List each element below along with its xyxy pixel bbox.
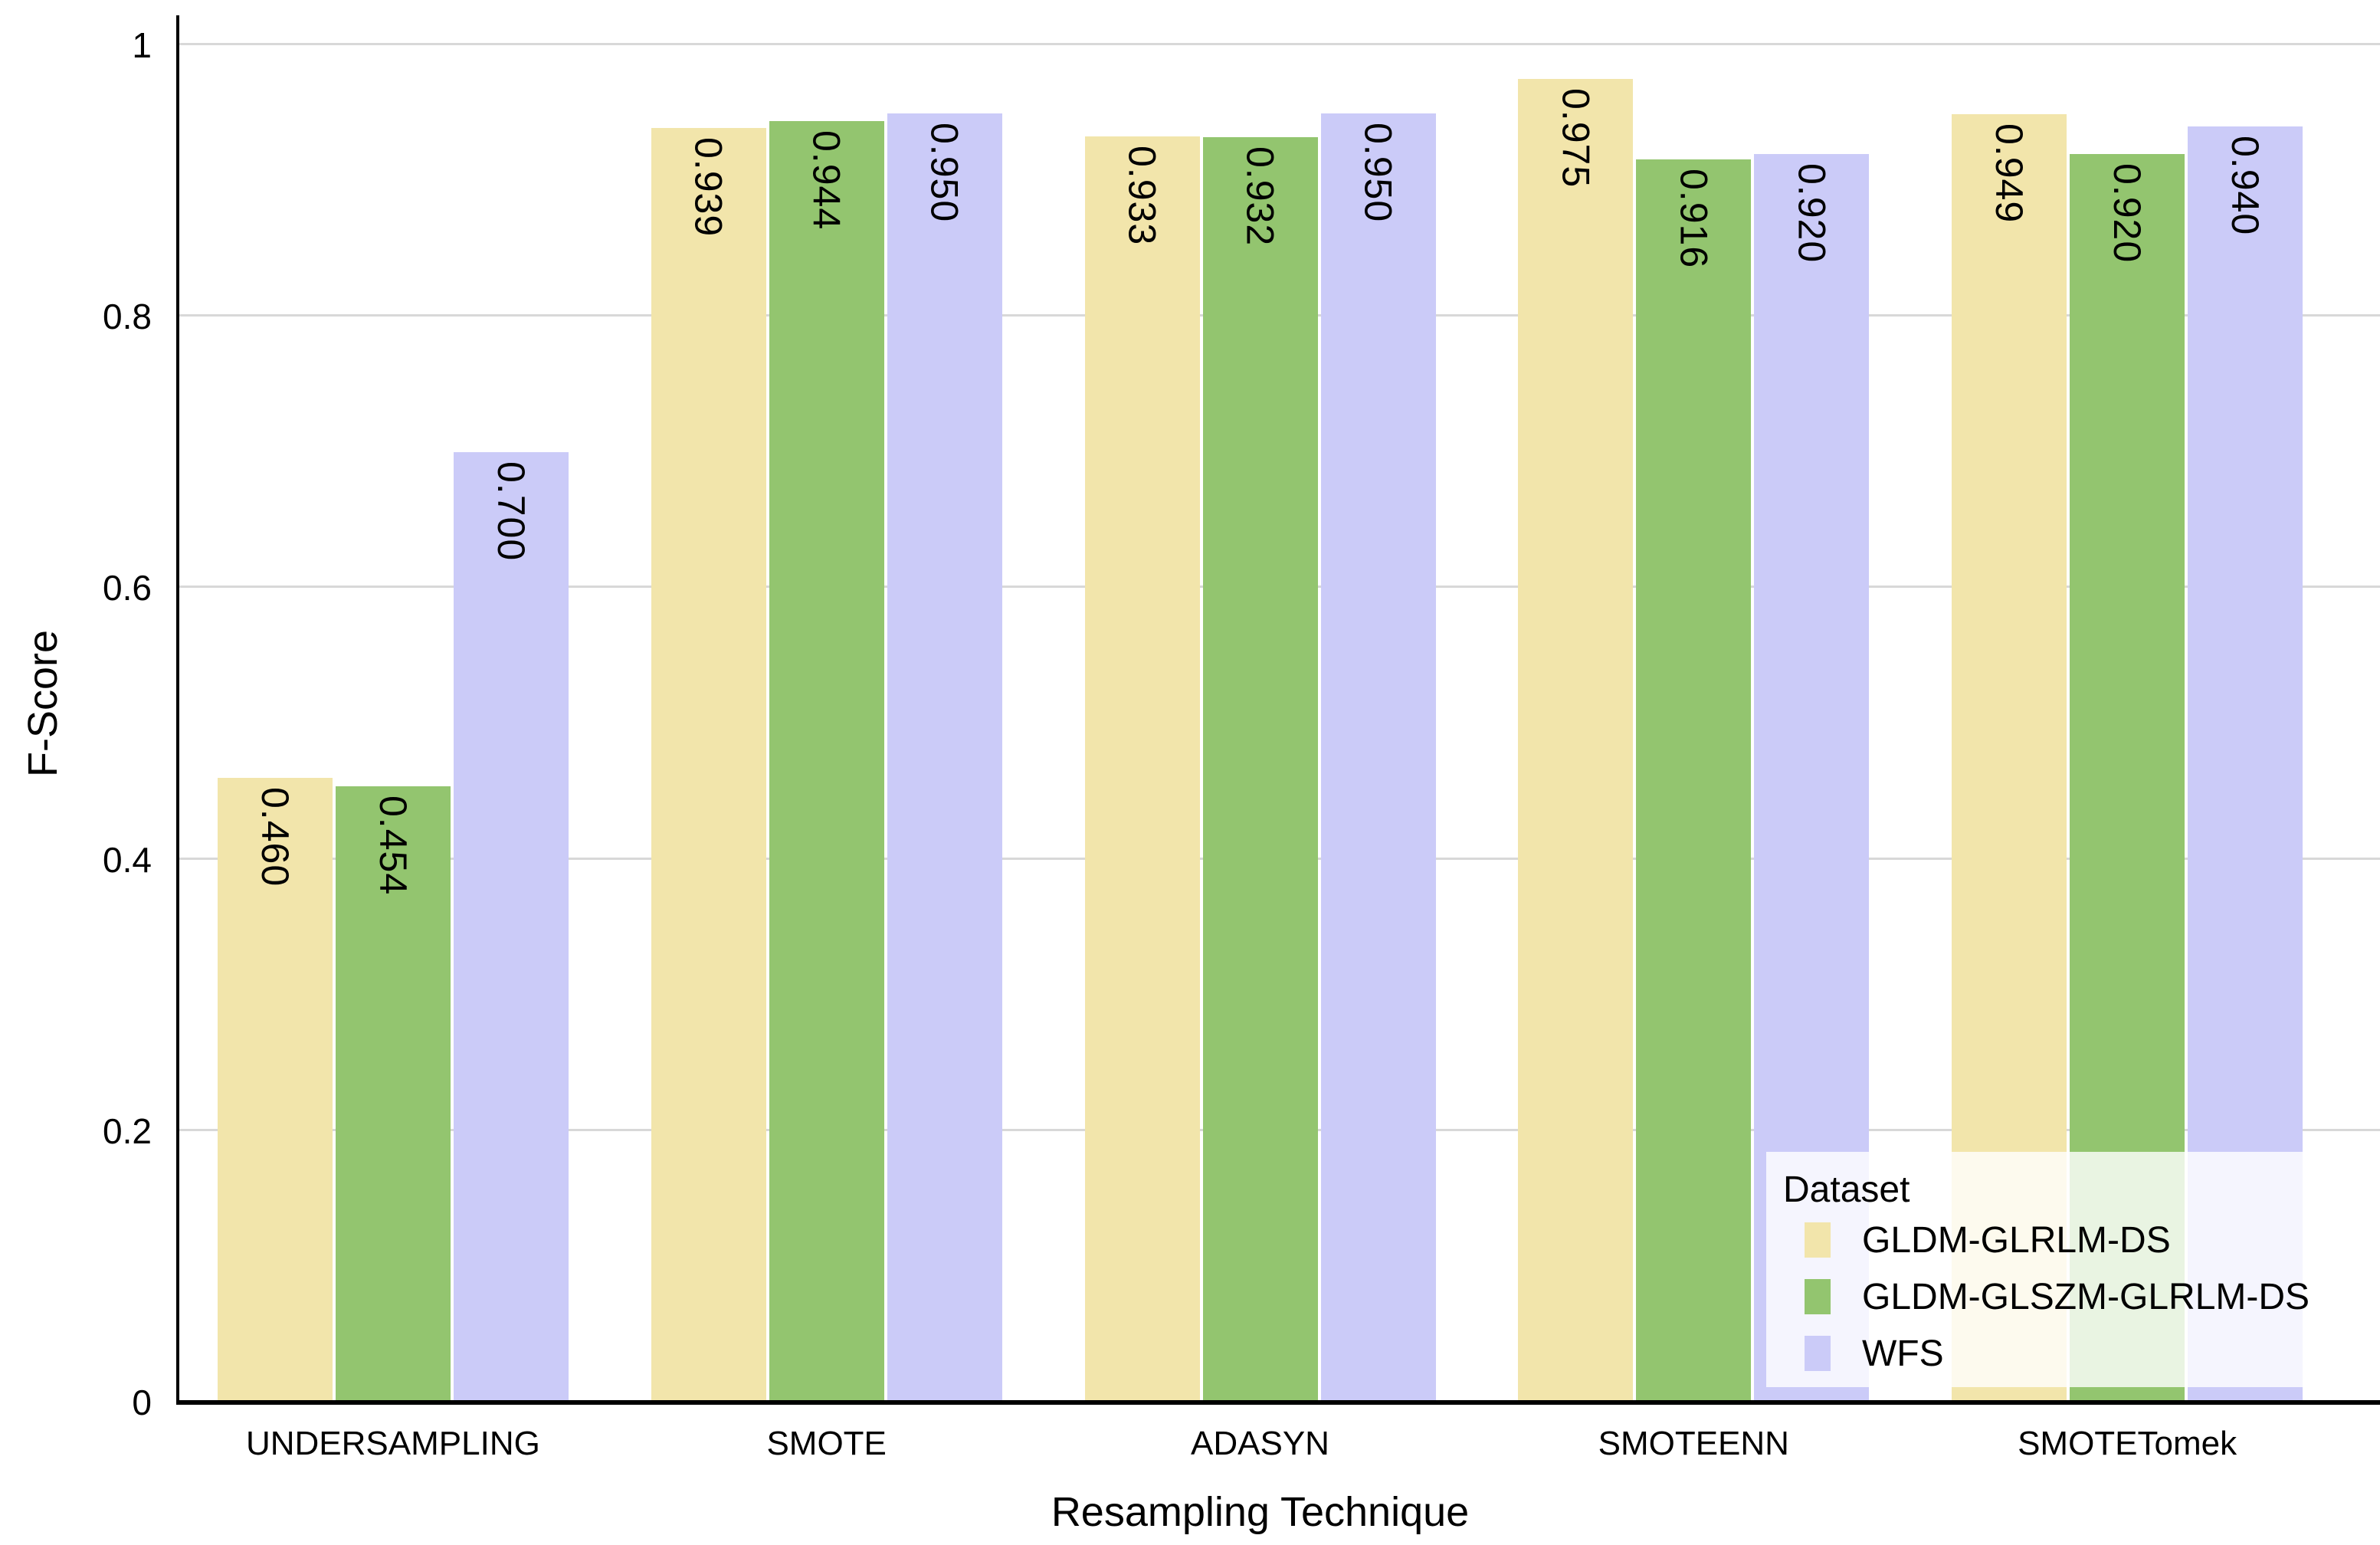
bar-value-label: 0.940 <box>2224 136 2267 236</box>
legend: Dataset GLDM-GLRLM-DS GLDM-GLSZM-GLRLM-DS… <box>1766 1152 2359 1387</box>
bar: 0.950 <box>887 113 1002 1402</box>
y-tick-label: 1 <box>132 25 152 65</box>
legend-item: WFS <box>1766 1325 2359 1382</box>
legend-label: WFS <box>1862 1333 1944 1374</box>
legend-label: GLDM-GLRLM-DS <box>1862 1219 2171 1261</box>
plot-area: 0.460 0.454 0.700 0.939 0.944 0.950 0.933 0.932… <box>176 15 2380 1405</box>
bar-value-label: 0.920 <box>1790 162 1834 263</box>
legend-swatch <box>1805 1279 1831 1314</box>
x-category-labels: UNDERSAMPLING SMOTE ADASYN SMOTEENN SMOTETom… <box>176 1422 2344 1468</box>
x-axis-line <box>176 1400 2380 1405</box>
bar: 0.454 <box>335 786 451 1402</box>
y-tick-label: 0.2 <box>103 1110 152 1151</box>
bar: 0.950 <box>1320 113 1436 1402</box>
x-category-label: SMOTETomek <box>2018 1425 2237 1462</box>
x-axis-title: Resampling Technique <box>1051 1489 1470 1535</box>
y-axis-line <box>176 15 179 1402</box>
bar-value-label: 0.920 <box>2106 162 2149 263</box>
bar-value-label: 0.933 <box>1120 145 1164 245</box>
legend-title: Dataset <box>1783 1169 1910 1210</box>
legend-label: GLDM-GLSZM-GLRLM-DS <box>1862 1276 2310 1317</box>
bar: 0.933 <box>1084 136 1200 1402</box>
bar-value-label: 0.916 <box>1672 168 1716 268</box>
bar: 0.944 <box>769 121 884 1402</box>
bar: 0.939 <box>651 128 766 1402</box>
y-tick-label: 0.8 <box>103 297 152 337</box>
legend-swatch <box>1805 1336 1831 1371</box>
bar-value-label: 0.460 <box>253 787 297 887</box>
bar-value-label: 0.939 <box>687 137 730 238</box>
bar-value-label: 0.975 <box>1554 88 1598 189</box>
bar: 0.975 <box>1518 79 1634 1402</box>
legend-item: GLDM-GLSZM-GLRLM-DS <box>1766 1268 2359 1325</box>
bar-value-label: 0.454 <box>371 795 415 896</box>
bar: 0.916 <box>1636 159 1752 1402</box>
bar: 0.932 <box>1202 137 1318 1402</box>
x-category-label: UNDERSAMPLING <box>245 1425 540 1462</box>
bar-value-label: 0.932 <box>1238 146 1282 247</box>
y-tick-label: 0 <box>132 1383 152 1422</box>
legend-swatch <box>1805 1222 1831 1258</box>
bar: 0.700 <box>453 452 569 1402</box>
x-category-label: ADASYN <box>1191 1425 1329 1462</box>
bar-value-label: 0.700 <box>489 461 533 562</box>
x-category-label: SMOTE <box>766 1425 887 1462</box>
bar-value-label: 0.949 <box>1988 123 2031 224</box>
y-tick-label: 0.6 <box>103 568 152 608</box>
bar: 0.460 <box>217 778 333 1402</box>
gridline <box>176 42 2380 45</box>
bar-value-label: 0.950 <box>1356 122 1400 222</box>
bar-value-label: 0.950 <box>923 122 966 222</box>
y-tick-labels: 0 0.2 0.4 0.6 0.8 1 <box>0 15 162 1422</box>
y-tick-label: 0.4 <box>103 839 152 880</box>
legend-item: GLDM-GLRLM-DS <box>1766 1212 2359 1268</box>
bar-value-label: 0.944 <box>805 130 848 231</box>
x-category-label: SMOTEENN <box>1598 1425 1789 1462</box>
legend-items: GLDM-GLRLM-DS GLDM-GLSZM-GLRLM-DS WFS <box>1766 1212 2359 1382</box>
